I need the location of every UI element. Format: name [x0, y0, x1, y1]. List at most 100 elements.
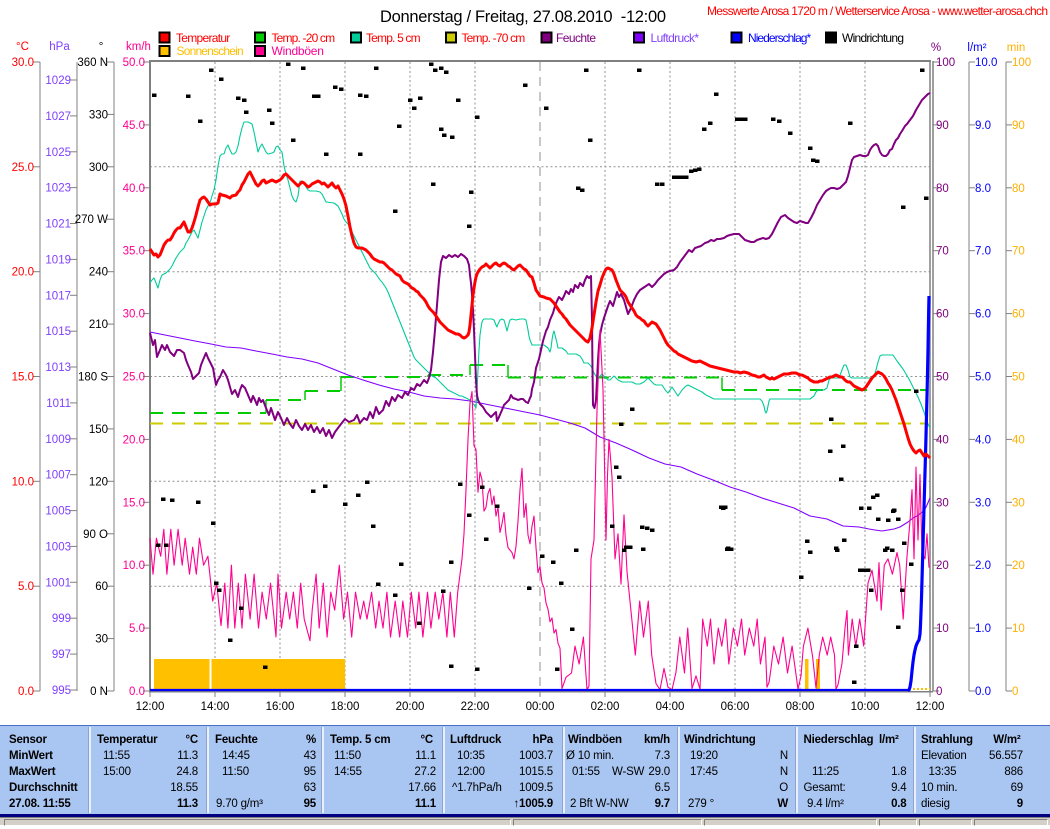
svg-text:%: %	[931, 42, 941, 54]
svg-text:Messwerte Arosa 1720 m / Wette: Messwerte Arosa 1720 m / Wetterservice A…	[707, 4, 1048, 18]
svg-text:50: 50	[1012, 372, 1025, 384]
svg-text:km/h: km/h	[126, 41, 151, 53]
svg-text:30: 30	[95, 634, 108, 646]
svg-text:90: 90	[1012, 120, 1025, 132]
svg-text:20:00: 20:00	[396, 701, 425, 713]
svg-text:20.0: 20.0	[12, 267, 34, 279]
svg-text:180 S: 180 S	[78, 372, 108, 384]
svg-text:14:00: 14:00	[201, 701, 230, 713]
svg-text:300: 300	[89, 162, 108, 174]
svg-text:Luftdruck*: Luftdruck*	[651, 31, 700, 45]
svg-text:1001: 1001	[45, 577, 71, 589]
svg-text:5.0: 5.0	[129, 623, 145, 635]
svg-text:5.0: 5.0	[18, 581, 34, 593]
svg-text:1017: 1017	[45, 290, 71, 302]
svg-text:40: 40	[936, 434, 949, 446]
svg-text:02:00: 02:00	[591, 701, 620, 713]
svg-text:10.0: 10.0	[123, 560, 145, 572]
svg-text:0: 0	[936, 686, 942, 698]
svg-text:°C: °C	[16, 41, 29, 53]
svg-text:Windrichtung: Windrichtung	[842, 31, 904, 45]
svg-text:40: 40	[1012, 434, 1025, 446]
svg-text:90: 90	[936, 120, 949, 132]
svg-text:330: 330	[89, 109, 108, 121]
svg-text:1003: 1003	[45, 541, 71, 553]
svg-text:9.0: 9.0	[975, 120, 991, 132]
svg-text:70: 70	[1012, 246, 1025, 258]
svg-text:06:00: 06:00	[721, 701, 750, 713]
svg-text:100: 100	[936, 57, 955, 69]
svg-text:10:00: 10:00	[851, 701, 880, 713]
svg-text:150: 150	[89, 424, 108, 436]
svg-text:Windböen: Windböen	[272, 44, 324, 58]
svg-text:1015: 1015	[45, 326, 71, 338]
svg-text:min: min	[1007, 42, 1026, 54]
svg-text:4.0: 4.0	[975, 434, 991, 446]
svg-text:1.0: 1.0	[975, 623, 991, 635]
svg-text:04:00: 04:00	[656, 701, 685, 713]
svg-text:20.0: 20.0	[123, 434, 145, 446]
svg-text:25.0: 25.0	[12, 162, 34, 174]
svg-text:30: 30	[1012, 497, 1025, 509]
svg-text:50: 50	[936, 372, 949, 384]
svg-text:Temp. 5 cm: Temp. 5 cm	[366, 31, 421, 45]
svg-text:3.0: 3.0	[975, 497, 991, 509]
svg-text:1027: 1027	[45, 111, 71, 123]
svg-text:1009: 1009	[45, 434, 71, 446]
svg-text:30: 30	[936, 497, 949, 509]
svg-text:270 W: 270 W	[75, 214, 108, 226]
svg-text:30.0: 30.0	[12, 57, 34, 69]
svg-text:8.0: 8.0	[975, 183, 991, 195]
svg-text:70: 70	[936, 246, 949, 258]
svg-text:0.0: 0.0	[975, 686, 991, 698]
svg-text:240: 240	[89, 267, 108, 279]
svg-text:40.0: 40.0	[123, 183, 145, 195]
svg-text:Sonnenschein: Sonnenschein	[177, 44, 244, 58]
svg-text:10: 10	[936, 623, 949, 635]
svg-text:45.0: 45.0	[123, 120, 145, 132]
svg-text:08:00: 08:00	[786, 701, 815, 713]
svg-text:30.0: 30.0	[123, 309, 145, 321]
svg-text:60: 60	[95, 581, 108, 593]
svg-text:l/m²: l/m²	[967, 42, 986, 54]
svg-text:Feuchte: Feuchte	[556, 31, 596, 45]
svg-text:25.0: 25.0	[123, 372, 145, 384]
svg-text:10.0: 10.0	[975, 57, 997, 69]
svg-text:50.0: 50.0	[123, 57, 145, 69]
svg-text:Temperatur: Temperatur	[176, 31, 230, 45]
svg-text:10.0: 10.0	[12, 476, 34, 488]
svg-text:1019: 1019	[45, 254, 71, 266]
svg-text:0.0: 0.0	[129, 686, 145, 698]
svg-text:1025: 1025	[45, 147, 71, 159]
svg-text:120: 120	[89, 476, 108, 488]
svg-text:16:00: 16:00	[266, 701, 295, 713]
svg-text:0.0: 0.0	[18, 686, 34, 698]
svg-text:hPa: hPa	[49, 41, 70, 53]
svg-text:60: 60	[1012, 309, 1025, 321]
svg-text:1013: 1013	[45, 362, 71, 374]
svg-text:12:00: 12:00	[136, 701, 165, 713]
svg-text:210: 210	[89, 319, 108, 331]
svg-text:999: 999	[52, 613, 71, 625]
svg-text:2.0: 2.0	[975, 560, 991, 572]
svg-text:10: 10	[1012, 623, 1025, 635]
svg-text:90 O: 90 O	[83, 529, 108, 541]
svg-text:Donnerstag / Freitag, 27.08.20: Donnerstag / Freitag, 27.08.2010 -12:00	[380, 8, 666, 26]
svg-text:15.0: 15.0	[12, 372, 34, 384]
svg-text:6.0: 6.0	[975, 309, 991, 321]
svg-text:360 N: 360 N	[77, 57, 108, 69]
svg-text:Temp. -20 cm: Temp. -20 cm	[272, 31, 336, 45]
svg-text:100: 100	[1012, 57, 1031, 69]
svg-text:997: 997	[52, 649, 71, 661]
svg-text:0 N: 0 N	[90, 686, 108, 698]
svg-text:22:00: 22:00	[461, 701, 490, 713]
svg-text:20: 20	[1012, 560, 1025, 572]
svg-text:0: 0	[1012, 686, 1018, 698]
svg-text:1029: 1029	[45, 75, 71, 87]
svg-text:15.0: 15.0	[123, 497, 145, 509]
svg-text:Niederschlag*: Niederschlag*	[748, 31, 812, 45]
svg-text:80: 80	[1012, 183, 1025, 195]
svg-text:1011: 1011	[46, 398, 71, 410]
svg-text:20: 20	[936, 560, 949, 572]
svg-text:7.0: 7.0	[975, 246, 991, 258]
